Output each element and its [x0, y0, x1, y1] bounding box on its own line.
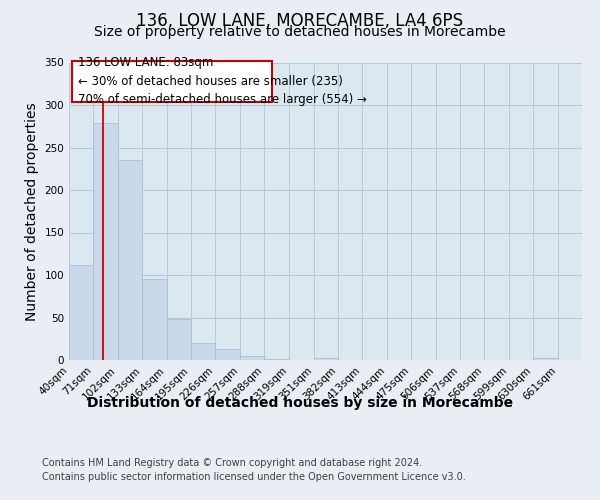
Bar: [215, 349, 240, 360]
Bar: [264, 359, 289, 360]
Bar: [167, 319, 191, 360]
Text: 136 LOW LANE: 83sqm
← 30% of detached houses are smaller (235)
70% of semi-detac: 136 LOW LANE: 83sqm ← 30% of detached ho…: [78, 56, 367, 106]
Text: Contains HM Land Registry data © Crown copyright and database right 2024.: Contains HM Land Registry data © Crown c…: [42, 458, 422, 468]
Bar: [142, 279, 167, 360]
Bar: [314, 358, 338, 360]
Bar: [533, 358, 557, 360]
Bar: [191, 343, 215, 360]
Bar: [94, 123, 118, 360]
Bar: [118, 160, 142, 360]
Y-axis label: Number of detached properties: Number of detached properties: [25, 102, 39, 320]
Text: Size of property relative to detached houses in Morecambe: Size of property relative to detached ho…: [94, 25, 506, 39]
Text: 136, LOW LANE, MORECAMBE, LA4 6PS: 136, LOW LANE, MORECAMBE, LA4 6PS: [136, 12, 464, 30]
Text: Contains public sector information licensed under the Open Government Licence v3: Contains public sector information licen…: [42, 472, 466, 482]
Text: Distribution of detached houses by size in Morecambe: Distribution of detached houses by size …: [87, 396, 513, 409]
Bar: [69, 265, 94, 360]
Bar: [240, 356, 264, 360]
FancyBboxPatch shape: [71, 61, 272, 102]
